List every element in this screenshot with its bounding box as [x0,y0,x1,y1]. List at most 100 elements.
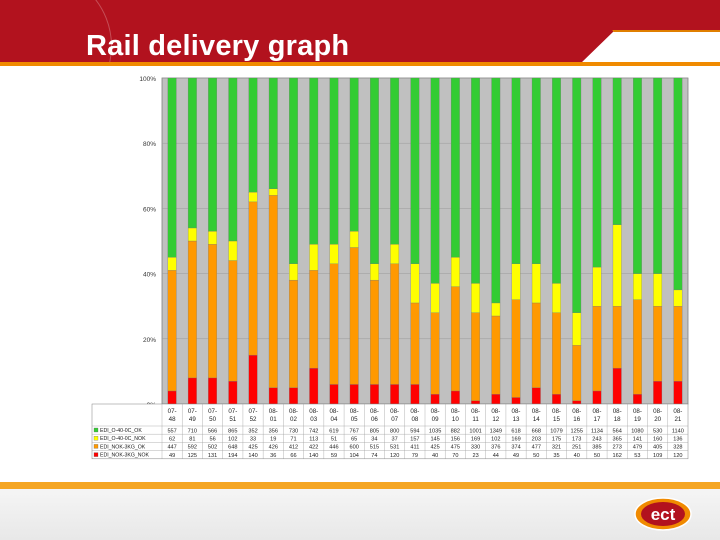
data-table-cell: 44 [493,453,499,459]
bar-segment [450,257,460,287]
data-table-cell: 40 [574,453,580,459]
data-table-cell: 865 [228,428,237,434]
data-table-cell: 141 [633,437,642,443]
data-table-cell: 422 [309,445,318,451]
bar-segment [410,302,420,385]
data-table-cell: 668 [532,428,541,434]
logo-text: ect [651,505,676,524]
y-tick-label: 60% [143,206,156,213]
x-tick-label: 08- [451,408,460,415]
bar-segment [370,279,379,385]
bar-segment [187,77,197,229]
bar-segment [430,312,440,395]
x-tick-label: 05 [351,416,358,423]
bar-segment [208,244,217,379]
data-table-cell: 730 [289,428,298,434]
data-table-cell: 203 [532,437,541,443]
data-table-cell: 425 [248,445,257,451]
data-table-cell: 140 [248,453,257,459]
data-table-cell: 1134 [591,428,603,434]
data-table-cell: 51 [331,437,337,443]
bar-segment [471,312,480,401]
data-table-cell: 352 [248,428,257,434]
footer [0,489,720,540]
data-table-cell: 120 [673,453,682,459]
data-table-cell: 330 [471,445,480,451]
x-tick-label: 21 [674,416,681,423]
x-tick-label: 16 [573,416,580,423]
bar-segment [370,384,379,405]
x-tick-label: 07- [208,408,217,415]
data-table-cell: 49 [513,453,519,459]
data-table-cell: 566 [208,428,217,434]
legend-label: EDI_NOK-3KG_NOK [100,453,150,459]
x-tick-label: 08- [572,408,581,415]
data-table-cell: 102 [491,437,500,443]
bar-segment [390,77,400,245]
bar-segment [370,263,379,281]
bar-segment [572,345,582,401]
data-table-cell: 66 [290,453,296,459]
data-table-cell: 710 [188,428,197,434]
bar-segment [653,273,663,307]
bar-segment [491,77,501,304]
bar-segment [552,394,561,405]
x-tick-label: 08- [390,408,399,415]
bar-segment [248,354,258,405]
data-table-cell: 1080 [631,428,643,434]
data-table-cell: 412 [289,445,298,451]
data-table-cell: 618 [511,428,520,434]
data-table-cell: 479 [633,445,642,451]
bar-segment [612,306,622,369]
bar-segment [471,400,480,405]
data-table-cell: 426 [269,445,278,451]
bar-segment [531,302,541,388]
bar-segment [248,191,258,203]
data-table-cell: 109 [653,453,662,459]
data-table-cell: 70 [452,453,458,459]
chart-area: 0%20%40%60%80%100%07-4807-4907-5007-5107… [90,70,690,472]
x-tick-label: 01 [270,416,277,423]
bar-segment [228,240,238,261]
data-table-cell: 59 [331,453,337,459]
data-table-cell: 125 [188,453,197,459]
bar-segment [187,240,197,379]
x-tick-label: 14 [533,416,540,423]
data-table-cell: 273 [613,445,622,451]
bar-segment [410,384,420,405]
data-table-cell: 557 [167,428,176,434]
data-table-cell: 321 [552,445,561,451]
data-table-cell: 356 [269,428,278,434]
bar-segment [390,384,400,405]
x-tick-label: 02 [290,416,297,423]
data-table-cell: 160 [653,437,662,443]
y-tick-label: 20% [143,337,156,344]
data-table-cell: 374 [511,445,520,451]
data-table-cell: 1035 [429,428,441,434]
data-table-cell: 37 [392,437,398,443]
bar-segment [410,77,420,264]
x-tick-label: 08- [512,408,521,415]
y-tick-label: 80% [143,141,156,148]
data-table-cell: 385 [592,445,601,451]
data-table-cell: 169 [471,437,480,443]
bar-segment [410,263,420,304]
bar-segment [430,283,440,313]
bar-segment [309,270,319,369]
x-tick-label: 15 [553,416,560,423]
x-tick-label: 08- [289,408,298,415]
x-tick-label: 12 [492,416,499,423]
data-table-cell: 131 [208,453,217,459]
x-tick-label: 08- [592,408,601,415]
bar-segment [187,227,197,242]
bar-segment [390,263,400,385]
bar-segment [471,283,480,313]
bar-segment [592,306,602,392]
data-table-cell: 140 [309,453,318,459]
bar-segment [531,263,541,304]
data-table-cell: 173 [572,437,581,443]
data-table-cell: 800 [390,428,399,434]
bar-segment [572,400,582,405]
x-tick-label: 08- [269,408,278,415]
bar-segment [430,394,440,405]
